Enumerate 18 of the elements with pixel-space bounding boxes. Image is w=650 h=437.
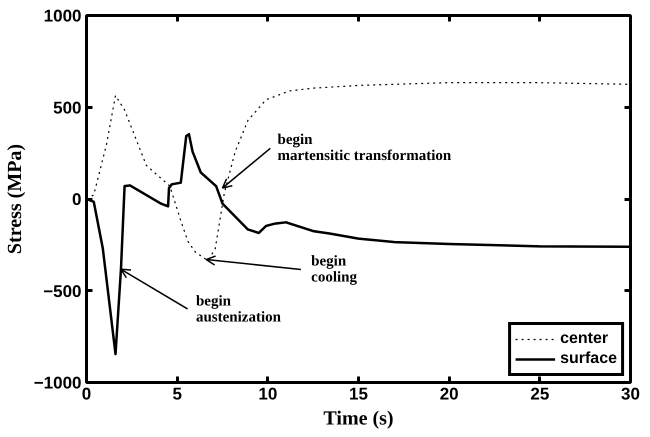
x-tick-label: 15 xyxy=(349,384,368,404)
x-axis-title: Time (s) xyxy=(323,408,394,430)
y-tick-label: 1000 xyxy=(44,6,82,26)
y-tick-label: −1000 xyxy=(34,374,82,392)
legend-label: surface xyxy=(560,350,617,368)
x-tick-label: 5 xyxy=(172,384,182,404)
y-tick-label: 0 xyxy=(72,190,82,209)
x-tick-label: 25 xyxy=(530,384,550,404)
annotation: begin cooling xyxy=(311,254,358,286)
x-tick-label: 30 xyxy=(621,384,640,404)
annotation: begin martensitic transformation xyxy=(278,132,452,164)
annotation: begin austenization xyxy=(196,293,282,326)
y-axis-title: Stress (MPa) xyxy=(4,144,26,254)
y-tick-label: −500 xyxy=(43,282,82,301)
y-tick-label: 500 xyxy=(53,98,82,118)
legend-label: center xyxy=(560,330,608,348)
x-tick-label: 20 xyxy=(440,384,459,404)
x-tick-label: 10 xyxy=(258,384,278,404)
